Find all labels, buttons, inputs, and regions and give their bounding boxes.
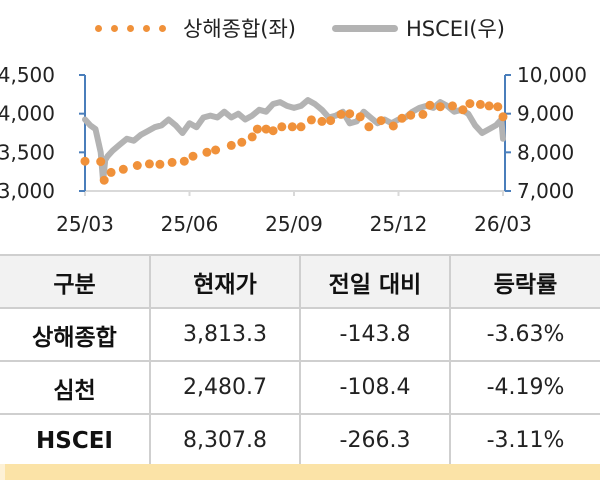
left-y-tick-label: 3,000 (0, 179, 55, 203)
legend-item-shanghai: 상해종합(좌) (95, 13, 296, 43)
shanghai-marker (448, 101, 457, 111)
shanghai-marker (465, 99, 475, 109)
shanghai-marker (317, 116, 327, 126)
header-category: 구분 (0, 254, 151, 309)
shanghai-marker (211, 145, 221, 155)
left-y-tick-label: 4,000 (0, 102, 55, 126)
x-tick-label: 25/06 (161, 212, 219, 236)
shanghai-marker (268, 126, 278, 136)
shanghai-marker (144, 159, 154, 169)
shanghai-marker (287, 122, 297, 132)
x-tick-label: 25/03 (56, 212, 114, 236)
index-table: 구분 현재가 전일 대비 등락률 상해종합 3,813.3 -143.8 -3.… (0, 254, 600, 468)
shanghai-marker (425, 100, 435, 110)
shanghai-marker (179, 156, 189, 166)
shanghai-marker (484, 101, 494, 111)
shanghai-marker (326, 116, 336, 126)
x-tick-label: 25/12 (370, 212, 428, 236)
shanghai-marker (106, 167, 116, 177)
table-row: 상해종합 3,813.3 -143.8 -3.63% (0, 307, 600, 362)
shanghai-marker (277, 122, 287, 132)
shanghai-marker (96, 157, 106, 167)
shanghai-marker (388, 121, 398, 131)
right-y-tick-label: 8,000 (517, 140, 574, 164)
table-row: 심천 2,480.7 -108.4 -4.19% (0, 360, 600, 415)
legend-item-hscei: HSCEI(우) (332, 13, 505, 43)
footer-band-edge (0, 464, 5, 480)
shanghai-marker (376, 116, 386, 126)
shanghai-marker (167, 157, 177, 167)
table-header-row: 구분 현재가 전일 대비 등락률 (0, 254, 600, 309)
shanghai-marker (493, 102, 503, 112)
shanghai-marker (226, 140, 236, 150)
shanghai-marker (80, 156, 90, 166)
shanghai-marker (435, 102, 445, 112)
dual-axis-line-chart: 25/03 25/06 25/09 25/12 26/03 3,000 3,500 4,000… (0, 55, 600, 245)
chart-plot: 25/03 25/06 25/09 25/12 26/03 3,000 3,500 4,000… (0, 63, 587, 236)
row-change: -266.3 (299, 413, 451, 468)
shanghai-marker (498, 112, 508, 122)
shanghai-marker (99, 175, 109, 185)
dotted-marker-icon (95, 24, 175, 32)
shanghai-marker (237, 137, 247, 147)
shanghai-marker (132, 161, 142, 170)
shanghai-marker (355, 112, 365, 122)
row-name: 상해종합 (0, 307, 151, 362)
shanghai-marker (475, 99, 485, 109)
shanghai-marker (397, 113, 407, 123)
left-y-tick-label: 4,500 (0, 63, 55, 87)
legend-label-shanghai: 상해종합(좌) (183, 17, 297, 41)
shanghai-marker (364, 122, 374, 132)
shanghai-marker (202, 147, 212, 157)
shanghai-marker (188, 151, 198, 161)
header-rate: 등락률 (449, 254, 600, 309)
shanghai-marker (252, 124, 262, 134)
line-marker-icon (332, 24, 399, 32)
shanghai-marker (247, 132, 257, 142)
chart-legend: 상해종합(좌) HSCEI(우) (0, 10, 600, 46)
shanghai-marker (118, 164, 128, 174)
shanghai-marker (345, 109, 355, 119)
row-price: 8,307.8 (149, 413, 301, 468)
hscei-line (82, 97, 506, 185)
legend-label-hscei: HSCEI(우) (406, 17, 505, 41)
shanghai-marker (296, 122, 306, 132)
row-price: 3,813.3 (149, 307, 301, 362)
row-price: 2,480.7 (149, 360, 301, 415)
x-tick-label: 26/03 (474, 212, 532, 236)
table-row: HSCEI 8,307.8 -266.3 -3.11% (0, 413, 600, 468)
row-rate: -3.63% (449, 307, 600, 362)
footer-band (5, 464, 600, 480)
shanghai-marker (458, 105, 468, 115)
header-change: 전일 대비 (299, 254, 451, 309)
header-current-price: 현재가 (149, 254, 301, 309)
row-name: HSCEI (0, 413, 151, 468)
row-rate: -3.11% (449, 413, 600, 468)
shanghai-marker (155, 159, 165, 169)
right-y-tick-label: 7,000 (517, 179, 574, 203)
row-change: -108.4 (299, 360, 451, 415)
row-rate: -4.19% (449, 360, 600, 415)
row-change: -143.8 (299, 307, 451, 362)
shanghai-marker (418, 109, 428, 119)
right-y-tick-label: 9,000 (517, 102, 574, 126)
row-name: 심천 (0, 360, 151, 415)
shanghai-marker (336, 109, 346, 119)
x-tick-label: 25/09 (265, 212, 323, 236)
right-y-tick-label: 10,000 (517, 63, 587, 87)
left-y-tick-label: 3,500 (0, 140, 55, 164)
shanghai-marker (306, 115, 316, 125)
shanghai-marker (406, 110, 416, 120)
shanghai-marker (261, 124, 271, 134)
